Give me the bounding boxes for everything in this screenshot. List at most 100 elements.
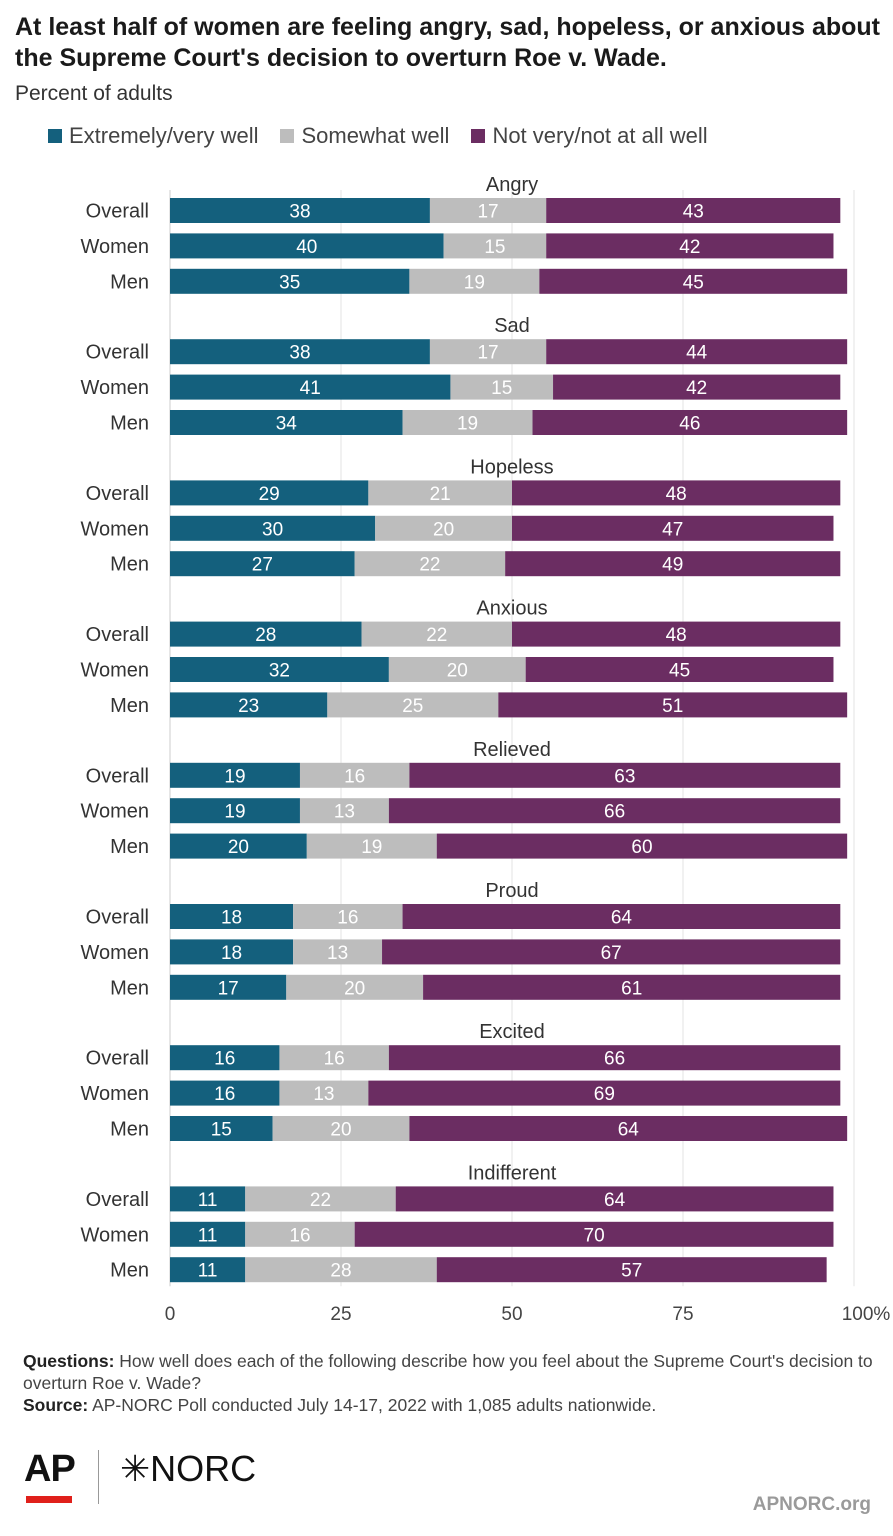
bar-segment — [245, 1257, 437, 1283]
row-label: Women — [80, 801, 149, 823]
data-label: 15 — [491, 378, 512, 399]
bar-segment — [170, 1186, 246, 1212]
data-label: 46 — [679, 414, 700, 435]
bar-segment — [525, 657, 834, 682]
bar-segment — [354, 1221, 834, 1247]
bar-segment — [361, 621, 512, 647]
legend-item-not-very-well: Not very/not at all well — [471, 123, 708, 149]
data-label: 40 — [296, 237, 317, 258]
data-label: 13 — [313, 1084, 334, 1105]
bar-segment — [279, 1080, 369, 1106]
questions-note: Questions: How well does each of the fol… — [23, 1350, 873, 1394]
data-label: 20 — [447, 661, 468, 682]
data-label: 42 — [686, 378, 707, 399]
bar-segment — [327, 692, 499, 718]
data-label: 47 — [662, 519, 683, 540]
bar-segment — [423, 974, 841, 1000]
data-label: 22 — [426, 625, 447, 646]
row-label: Men — [110, 1260, 149, 1282]
bar-segment — [170, 268, 410, 294]
row-label: Overall — [86, 483, 149, 505]
bar-segment — [532, 410, 848, 435]
row-label: Women — [80, 377, 149, 399]
stacked-bar-chart: Angry Overall 38 17 43 Women 40 15 42 Men 35 19 45 Sa… — [80, 174, 891, 1325]
data-label: 20 — [344, 978, 365, 999]
row-label: Men — [110, 413, 149, 435]
data-label: 19 — [224, 802, 245, 823]
data-label: 13 — [327, 943, 348, 964]
bar-segment — [245, 1186, 396, 1212]
row-label: Women — [80, 236, 149, 258]
group-label: Anxious — [476, 598, 547, 620]
row-label: Women — [80, 942, 149, 964]
data-label: 27 — [252, 555, 273, 576]
data-label: 34 — [276, 414, 298, 435]
data-label: 48 — [666, 625, 687, 646]
bar-segment — [429, 198, 547, 223]
bar-segment — [170, 939, 294, 965]
bar-segment — [498, 692, 848, 718]
bar-segment — [170, 1080, 280, 1106]
data-label: 49 — [662, 555, 683, 576]
data-label: 17 — [218, 978, 239, 999]
bar-segment — [512, 621, 841, 647]
row-label: Men — [110, 977, 149, 999]
x-tick-label: 75 — [672, 1304, 693, 1325]
bar-segment — [279, 1045, 389, 1071]
bar-segment — [170, 1221, 246, 1247]
row-label: Men — [110, 836, 149, 858]
data-label: 28 — [255, 625, 276, 646]
data-label: 20 — [433, 519, 454, 540]
bar-segment — [395, 1186, 834, 1212]
bar-segment — [170, 798, 300, 824]
bar-segment — [443, 233, 547, 259]
chart-legend: Extremely/very well Somewhat well Not ve… — [48, 122, 730, 150]
chart-subtitle: Percent of adults — [15, 82, 173, 105]
bar-segment — [429, 339, 547, 365]
data-label: 18 — [221, 908, 242, 929]
data-label: 45 — [669, 661, 690, 682]
legend-item-extremely-very-well: Extremely/very well — [48, 123, 258, 149]
data-label: 61 — [621, 978, 642, 999]
data-label: 67 — [601, 943, 622, 964]
data-label: 29 — [259, 484, 280, 505]
row-label: Men — [110, 695, 149, 717]
bar-segment — [402, 410, 533, 435]
group-label: Indifferent — [468, 1162, 557, 1184]
row-label: Women — [80, 660, 149, 682]
bar-segment — [409, 268, 540, 294]
ap-logo-underline — [26, 1496, 72, 1503]
bar-segment — [512, 515, 834, 541]
data-label: 51 — [662, 696, 683, 717]
data-label: 38 — [289, 343, 310, 364]
bar-segment — [505, 551, 841, 577]
data-label: 18 — [221, 943, 242, 964]
data-label: 28 — [330, 1261, 351, 1282]
row-label: Overall — [86, 201, 149, 223]
bar-segment — [293, 904, 403, 929]
source-label: Source: — [23, 1395, 89, 1415]
bar-segment — [170, 198, 430, 223]
data-label: 11 — [198, 1190, 218, 1211]
data-label: 16 — [214, 1084, 235, 1105]
data-label: 42 — [679, 237, 700, 258]
data-label: 64 — [604, 1190, 626, 1211]
bar-segment — [354, 551, 506, 577]
bar-segment — [512, 480, 841, 506]
bar-segment — [286, 974, 424, 1000]
bar-segment — [436, 833, 848, 859]
data-label: 25 — [402, 696, 423, 717]
data-label: 19 — [224, 766, 245, 787]
questions-text: How well does each of the following desc… — [23, 1351, 873, 1393]
bar-segment — [170, 1257, 246, 1283]
bar-segment — [170, 551, 355, 577]
data-label: 43 — [683, 202, 704, 223]
row-label: Women — [80, 1083, 149, 1105]
data-label: 41 — [300, 378, 321, 399]
x-tick-label: 100% — [842, 1304, 891, 1325]
bar-segment — [553, 374, 841, 400]
legend-label: Not very/not at all well — [492, 123, 708, 148]
bar-segment — [409, 762, 841, 788]
bar-segment — [170, 762, 300, 788]
source-text: AP-NORC Poll conducted July 14-17, 2022 … — [92, 1395, 657, 1415]
